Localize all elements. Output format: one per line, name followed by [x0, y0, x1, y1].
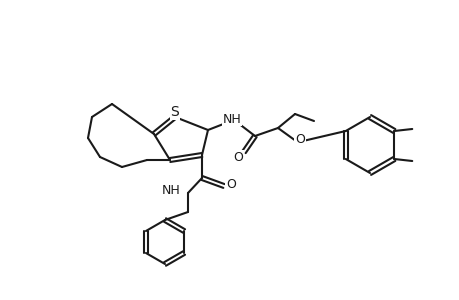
Text: O: O — [225, 178, 235, 191]
Text: NH: NH — [162, 184, 180, 197]
Text: S: S — [170, 105, 179, 119]
Text: O: O — [294, 133, 304, 146]
Text: O: O — [233, 151, 242, 164]
Text: NH: NH — [222, 112, 241, 125]
